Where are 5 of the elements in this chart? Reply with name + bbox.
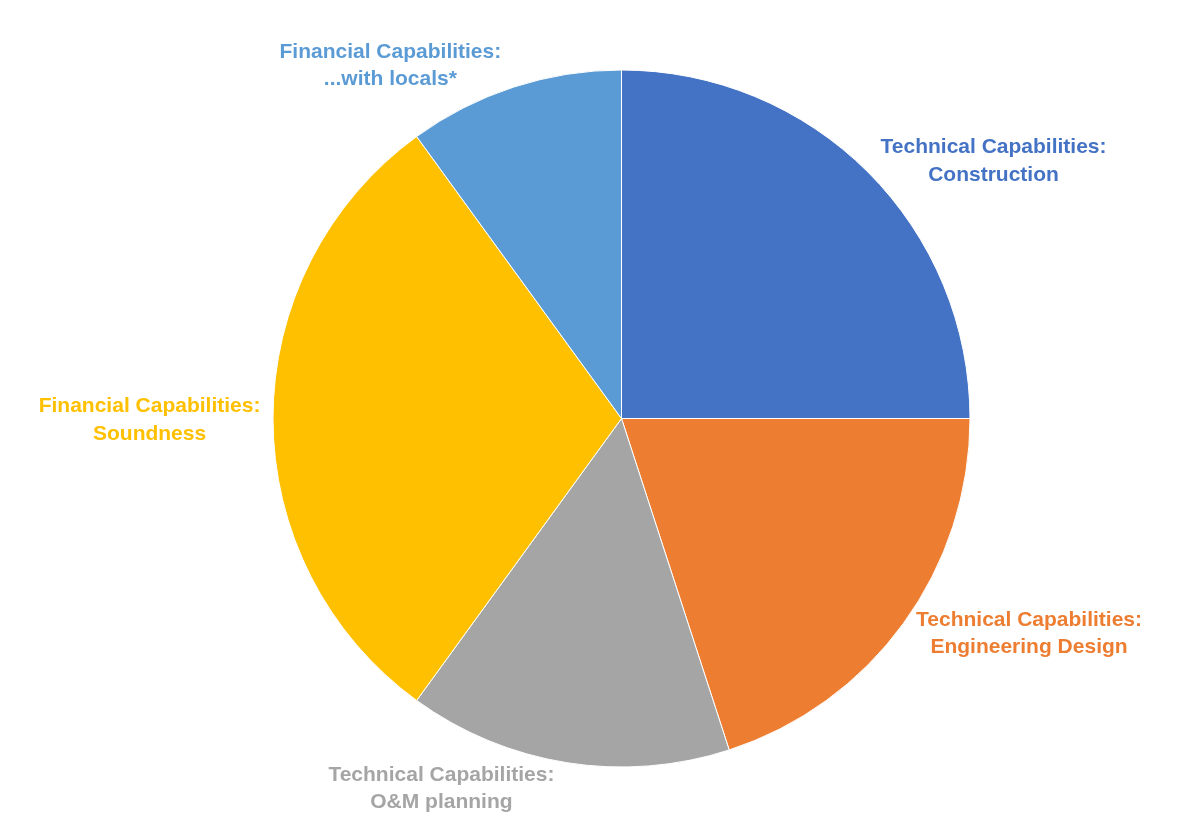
- slice-label: Financial Capabilities: ...with locals*: [279, 39, 502, 90]
- slice-label: Technical Capabilities: O&M planning: [328, 762, 555, 813]
- slice-label: Financial Capabilities: Soundness: [38, 393, 261, 444]
- slice-label: Technical Capabilities: Construction: [880, 134, 1107, 185]
- slice-label: Technical Capabilities: Engineering Design: [916, 606, 1143, 658]
